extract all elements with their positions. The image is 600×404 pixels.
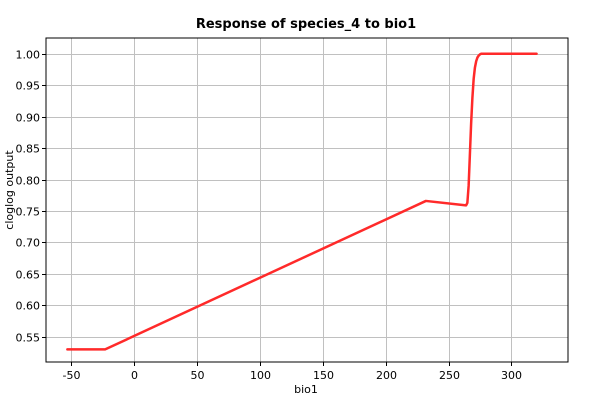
tick-layer: -50 0 50 100 150 200 250 300 0.55 0.60 0.65 0.70 0.7… bbox=[16, 49, 523, 383]
y-tick-label: 1.00 bbox=[16, 49, 41, 62]
x-tick-label: -50 bbox=[63, 369, 81, 382]
series-layer bbox=[66, 52, 538, 351]
y-tick-label: 0.80 bbox=[16, 175, 41, 188]
y-tick-label: 0.75 bbox=[16, 206, 41, 219]
plot-border bbox=[45, 37, 569, 363]
x-tick-label: 250 bbox=[439, 369, 460, 382]
y-tick-label: 0.70 bbox=[16, 237, 41, 250]
y-tick-label: 0.55 bbox=[16, 332, 41, 345]
y-tick-label: 0.85 bbox=[16, 143, 41, 156]
grid-layer bbox=[46, 38, 568, 362]
plot-area bbox=[45, 37, 569, 363]
x-tick-label: 50 bbox=[191, 369, 205, 382]
chart-title: Response of species_4 to bio1 bbox=[196, 17, 416, 32]
x-tick-label: 200 bbox=[376, 369, 397, 382]
y-tick-label: 0.60 bbox=[16, 300, 41, 313]
x-tick-label: 300 bbox=[501, 369, 522, 382]
y-tick-label: 0.90 bbox=[16, 112, 41, 125]
y-axis-label: cloglog output bbox=[3, 150, 16, 230]
y-tick-label: 0.95 bbox=[16, 80, 41, 93]
x-tick-label: 100 bbox=[250, 369, 271, 382]
y-tick-label: 0.65 bbox=[16, 269, 41, 282]
series-line-0 bbox=[66, 52, 538, 351]
x-tick-label: 150 bbox=[313, 369, 334, 382]
x-axis-label: bio1 bbox=[294, 383, 318, 396]
x-tick-label: 0 bbox=[131, 369, 138, 382]
